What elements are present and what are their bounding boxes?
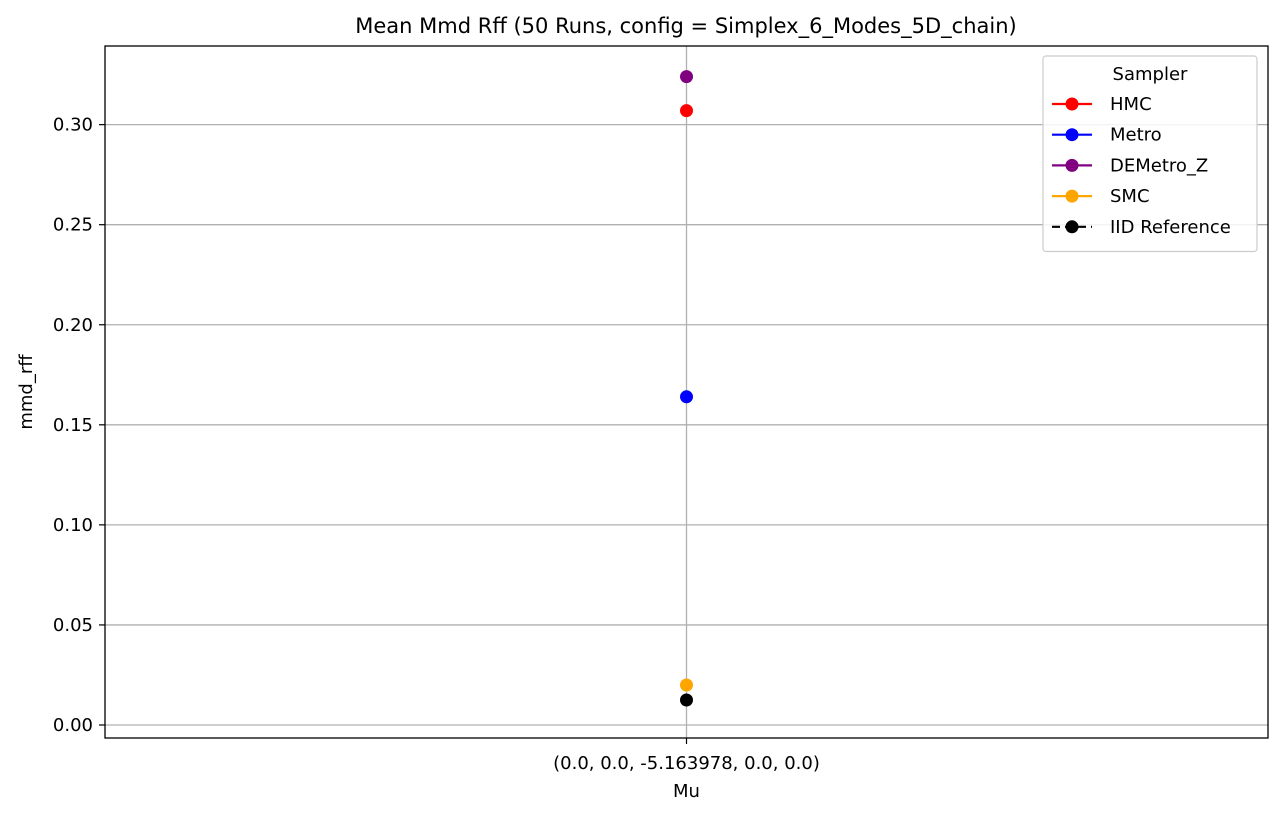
y-tick-label: 0.15 xyxy=(53,415,93,436)
y-axis-label: mmd_rff xyxy=(16,354,37,430)
data-points-layer xyxy=(680,70,693,707)
legend-entry-label: IID Reference xyxy=(1110,217,1231,238)
data-point-hmc xyxy=(680,104,693,118)
legend-swatch-marker xyxy=(1065,158,1079,172)
y-tick-label: 0.20 xyxy=(53,315,93,336)
legend-swatch-marker xyxy=(1065,220,1079,234)
y-tick-label: 0.30 xyxy=(53,115,93,136)
legend-swatch-marker xyxy=(1065,128,1079,142)
legend-swatch-marker xyxy=(1065,97,1079,111)
y-axis-ticks: 0.00 0.05 0.10 0.15 0.20 0.25 0.30 xyxy=(53,115,105,736)
grid-layer xyxy=(105,46,1268,738)
data-point-demetro-z xyxy=(680,70,693,84)
legend-box xyxy=(1042,55,1258,253)
data-point-iid-reference xyxy=(680,693,693,707)
x-axis-label: Mu xyxy=(673,781,700,802)
legend-swatch-marker xyxy=(1065,189,1079,203)
y-tick-label: 0.10 xyxy=(53,515,93,536)
data-point-smc xyxy=(680,678,693,692)
y-tick-label: 0.25 xyxy=(53,215,93,236)
plot-area-frame xyxy=(104,45,1269,739)
y-tick-label: 0.00 xyxy=(53,715,93,736)
legend-entry-label: DEMetro_Z xyxy=(1110,155,1208,176)
x-axis-ticks: (0.0, 0.0, -5.163978, 0.0, 0.0) xyxy=(553,738,820,774)
data-point-metro xyxy=(680,390,693,404)
x-tick-label: (0.0, 0.0, -5.163978, 0.0, 0.0) xyxy=(553,753,820,774)
legend-entry-label: Metro xyxy=(1110,125,1162,146)
y-tick-label: 0.05 xyxy=(53,615,93,636)
chart-title: Mean Mmd Rff (50 Runs, config = Simplex_… xyxy=(355,14,1016,39)
legend-entry-label: HMC xyxy=(1110,94,1152,115)
legend-title: Sampler xyxy=(1113,64,1188,85)
legend-entry-label: SMC xyxy=(1110,186,1150,207)
legend: Sampler HMC Metro DEMetro_Z SMC IID Referenc… xyxy=(1042,55,1258,253)
